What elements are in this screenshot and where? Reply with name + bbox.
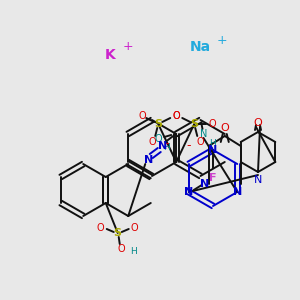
Text: H: H <box>130 247 137 256</box>
Text: O: O <box>172 111 180 121</box>
Text: N: N <box>200 129 207 139</box>
Text: +: + <box>123 40 133 53</box>
Text: O: O <box>196 137 204 147</box>
Text: O: O <box>254 118 262 128</box>
Text: +: + <box>217 34 227 46</box>
Text: S: S <box>114 228 122 238</box>
Text: N: N <box>144 155 153 165</box>
Text: N: N <box>208 145 217 155</box>
Text: F: F <box>209 173 217 183</box>
Text: Na: Na <box>189 40 211 54</box>
Text: O: O <box>138 111 146 121</box>
Text: S: S <box>154 119 162 129</box>
Text: -: - <box>164 137 169 151</box>
Text: H: H <box>163 143 169 152</box>
Text: N: N <box>200 179 209 189</box>
Text: N: N <box>254 175 262 185</box>
Text: S: S <box>190 119 198 129</box>
Text: O: O <box>154 134 162 144</box>
Text: N: N <box>158 141 167 151</box>
Text: K: K <box>105 48 116 62</box>
Text: N: N <box>184 187 194 197</box>
Text: O: O <box>208 119 216 129</box>
Text: H: H <box>209 139 216 148</box>
Text: O: O <box>172 111 180 121</box>
Text: O: O <box>220 123 229 133</box>
Text: O: O <box>131 223 139 233</box>
Text: O: O <box>97 223 104 233</box>
Text: O: O <box>118 244 125 254</box>
Text: O: O <box>148 137 156 147</box>
Text: -: - <box>186 140 190 152</box>
Text: N: N <box>232 187 242 197</box>
